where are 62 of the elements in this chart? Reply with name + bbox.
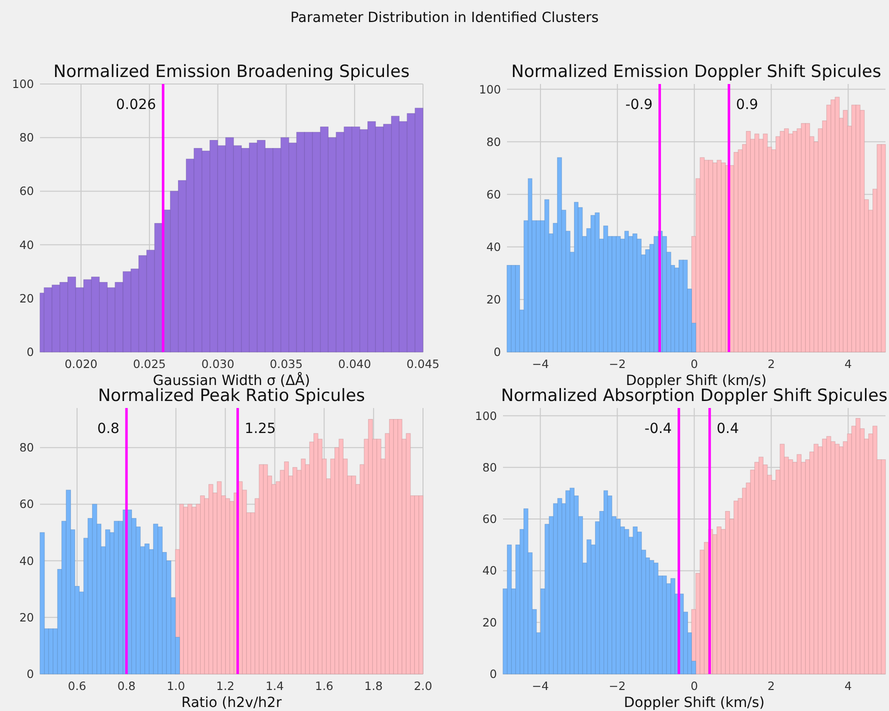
- x-tick-label: 0: [690, 679, 698, 693]
- text: Parameter Distribution in Identified Clusters: [290, 10, 599, 26]
- y-tick-label: 0: [494, 345, 501, 360]
- x-tick-label: 4: [844, 357, 852, 371]
- y-tick-label: 60: [19, 184, 34, 198]
- x-tick-label: 2.0: [414, 679, 432, 693]
- y-tick-label: 60: [486, 187, 501, 202]
- x-tick-label: 1.8: [364, 679, 383, 693]
- x-tick-label: 0.045: [406, 357, 440, 371]
- y-tick-label: 20: [486, 292, 501, 306]
- x-tick-label: 0.6: [68, 679, 86, 693]
- x-tick-label: 0.020: [64, 357, 98, 371]
- x-tick-label: −2: [608, 357, 626, 371]
- x-tick-label: −4: [532, 679, 549, 693]
- x-tick-label: 1.6: [315, 679, 334, 693]
- chart-title: Normalized Emission Doppler Shift Spicules: [511, 62, 882, 82]
- ref-line-label: -0.4: [644, 420, 672, 437]
- x-tick-label: 0.040: [338, 357, 372, 371]
- x-tick-label: 0.025: [132, 357, 166, 371]
- ref-line-label: 0.026: [116, 97, 156, 113]
- y-tick-label: 40: [19, 554, 34, 568]
- ref-line-label: -0.9: [625, 97, 653, 113]
- x-tick-label: 0: [690, 357, 698, 371]
- y-tick-label: 60: [482, 512, 497, 526]
- y-tick-label: 80: [486, 134, 501, 149]
- y-tick-label: 0: [490, 667, 497, 682]
- x-tick-label: 4: [844, 679, 852, 693]
- y-tick-label: 40: [19, 238, 34, 252]
- x-tick-label: 1.4: [266, 679, 284, 693]
- x-axis-title: Gaussian Width σ (ΔÅ): [152, 372, 310, 389]
- chart-title: Normalized Peak Ratio Spicules: [98, 386, 366, 406]
- y-tick-label: 80: [19, 130, 34, 145]
- y-tick-label: 80: [482, 460, 497, 474]
- y-tick-label: 20: [482, 615, 497, 630]
- x-tick-label: 1.0: [166, 679, 186, 693]
- y-tick-label: 40: [482, 564, 497, 578]
- x-axis-title: Doppler Shift (km/s): [624, 695, 765, 711]
- ref-line-label: 0.9: [736, 97, 758, 113]
- y-tick-label: 40: [486, 240, 501, 254]
- ref-line-label: 0.8: [97, 420, 120, 437]
- chart-title: Normalized Emission Broadening Spicules: [53, 62, 410, 82]
- y-tick-label: 80: [19, 440, 34, 455]
- ref-line-label: 0.4: [716, 420, 739, 437]
- y-tick-label: 0: [26, 345, 34, 360]
- y-tick-label: 100: [12, 77, 34, 92]
- x-tick-label: 0.035: [270, 357, 303, 371]
- x-tick-label: −4: [532, 357, 549, 371]
- ref-line-label: 1.25: [244, 420, 276, 437]
- x-tick-label: 2: [768, 357, 775, 371]
- y-tick-label: 20: [19, 610, 34, 624]
- x-tick-label: 0.8: [117, 679, 136, 693]
- x-axis-title: Doppler Shift (km/s): [626, 373, 767, 389]
- y-tick-label: 60: [19, 497, 34, 512]
- x-tick-label: 1.2: [216, 679, 234, 693]
- x-tick-label: 0.030: [201, 357, 234, 371]
- x-tick-label: 2: [768, 679, 775, 693]
- y-tick-label: 20: [19, 291, 34, 306]
- y-tick-label: 0: [26, 667, 34, 682]
- x-tick-label: −2: [608, 679, 626, 693]
- y-tick-label: 100: [479, 82, 501, 96]
- y-tick-label: 100: [475, 408, 497, 423]
- x-axis-title: Ratio (h2v/h2r: [181, 695, 282, 711]
